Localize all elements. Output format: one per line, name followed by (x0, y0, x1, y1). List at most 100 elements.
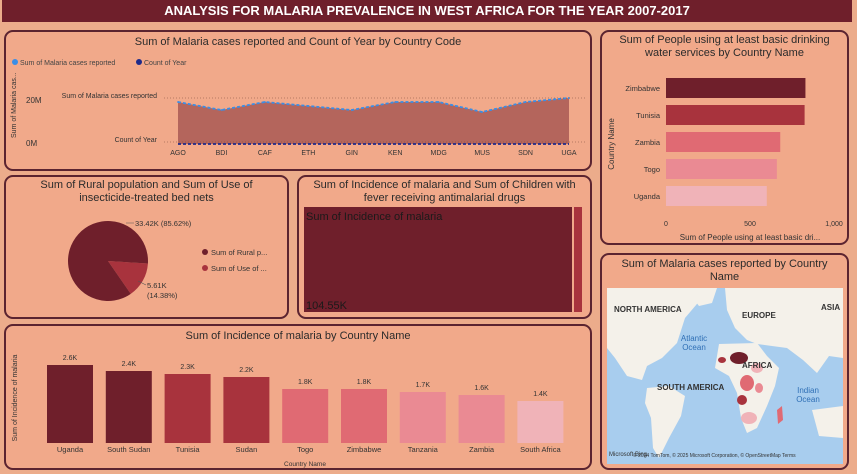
hbar-uganda (666, 186, 767, 206)
vbar-datalabel-tunisia: 2.3K (180, 364, 195, 371)
hbar-zambia (666, 132, 781, 152)
treemap-tile-incidence[interactable]: Sum of Incidence of malaria 104.55K (304, 207, 572, 312)
label-small-value: 5.61K (147, 281, 167, 290)
hbar-chart-title: Sum of People using at least basic drink… (619, 34, 830, 59)
treemap-card[interactable]: Sum of Incidence of malaria and Sum of C… (297, 175, 592, 319)
legend-dot-year (136, 59, 142, 65)
label-africa: AFRICA (742, 361, 773, 370)
malaria-region-angola (737, 395, 747, 405)
legend-year: Count of Year (144, 60, 187, 67)
hbar-ylabel: Country Name (607, 118, 616, 170)
legend-dot-malaria (12, 59, 18, 65)
hbar-label-togo: Togo (644, 165, 660, 174)
vbar-tunisia (164, 374, 211, 443)
vbar-xtick-sudan: Sudan (236, 445, 258, 454)
map-attribution[interactable]: © 2024 TomTom, © 2025 Microsoft Corporat… (633, 453, 796, 459)
vbar-datalabel-togo: 1.8K (298, 379, 313, 386)
vbar-uganda (47, 365, 93, 443)
vbar-datalabel-zambia: 1.6K (474, 385, 489, 392)
vbar-south-sudan (105, 371, 152, 443)
xtick-CAF: CAF (258, 150, 272, 157)
dashboard-title: ANALYSIS FOR MALARIA PREVALENCE IN WEST … (2, 0, 852, 22)
vbar-xlabel: Country Name (284, 461, 326, 468)
vbar-xtick-south-sudan: South Sudan (107, 445, 150, 454)
area-chart: Sum of Malaria cases reported Count of Ye… (11, 59, 586, 157)
label-europe: EUROPE (742, 311, 776, 320)
map-brand: Microsoft Bing (609, 452, 648, 458)
hbar-label-zambia: Zambia (635, 138, 661, 147)
hbar-xtick-1: 500 (744, 221, 756, 228)
legend-rural: Sum of Rural p... (211, 248, 267, 257)
vbar-xtick-zimbabwe: Zimbabwe (347, 445, 382, 454)
area-ylabel: Sum of Malaria cas... (11, 72, 18, 138)
point-malaria-AGO (177, 101, 179, 103)
vbar-south-africa (517, 401, 564, 443)
label-north-america: NORTH AMERICA (614, 305, 682, 314)
pie-chart-title: Sum of Rural population and Sum of Use o… (40, 179, 253, 204)
point-malaria-GIN (350, 109, 353, 111)
vbar-datalabel-tanzania: 1.7K (416, 382, 431, 389)
map-title: Sum of Malaria cases reported by Country… (621, 258, 828, 283)
hbar-label-uganda: Uganda (634, 192, 661, 201)
legend-dot-rural (202, 249, 208, 255)
vbar-chart-card[interactable]: Sum of Incidence of malaria by Country N… (4, 324, 592, 470)
vbar-xtick-tanzania: Tanzania (408, 445, 439, 454)
pie-chart-card[interactable]: Sum of Rural population and Sum of Use o… (4, 175, 289, 319)
legend-malaria: Sum of Malaria cases reported (20, 60, 115, 67)
xtick-ETH: ETH (301, 150, 315, 157)
label-big: 33.42K (85.62%) (135, 219, 192, 228)
line-malaria-cases (177, 97, 570, 113)
xtick-SDN: SDN (518, 150, 533, 157)
legend-dot-bednets (202, 265, 208, 271)
label-small-pct: (14.38%) (147, 291, 178, 300)
hbar-label-zimbabwe: Zimbabwe (625, 84, 660, 93)
area-chart-card[interactable]: Sum of Malaria cases reported and Count … (4, 30, 592, 171)
vbar-datalabel-south-africa: 1.4K (533, 391, 548, 398)
hbar-chart: Zimbabwe Tunisia Zambia Togo Uganda Country N… (607, 78, 843, 242)
label-atlantic-ocean: Atlantic Ocean (680, 334, 708, 352)
map-card[interactable]: Sum of Malaria cases reported by Country… (600, 253, 849, 470)
hbar-chart-card[interactable]: Sum of People using at least basic drink… (600, 30, 849, 245)
malaria-region-west (718, 357, 726, 363)
pie-chart: 33.42K (85.62%) 5.61K(14.38%) Sum of Rural… (68, 219, 267, 301)
treemap-tile-label: Sum of Incidence of malaria (306, 211, 443, 223)
vbar-xtick-togo: Togo (297, 445, 313, 454)
malaria-region-sudan (730, 352, 748, 364)
point-malaria-SDN (524, 101, 527, 103)
vbar-tanzania (399, 392, 446, 443)
label-asia: ASIA (821, 303, 841, 312)
treemap-tile-children[interactable] (574, 207, 582, 312)
xtick-MDG: MDG (430, 150, 446, 157)
greenland-land (685, 288, 717, 306)
north-america-land (607, 288, 702, 380)
malaria-region-east (755, 383, 763, 393)
area-chart-title: Sum of Malaria cases reported and Count … (134, 36, 462, 48)
point-malaria-MDG (437, 101, 440, 103)
world-map (607, 288, 843, 458)
pie-slice-rural-population (68, 221, 148, 301)
vbar-xtick-tunisia: Tunisia (176, 445, 201, 454)
xtick-BDI: BDI (216, 150, 228, 157)
eurasia-land (725, 288, 843, 373)
vbar-sudan (223, 377, 270, 443)
point-malaria-BDI (220, 109, 223, 111)
map-canvas[interactable]: NORTH AMERICA EUROPE ASIA Atlantic Ocean… (607, 288, 843, 464)
hbar-zimbabwe (666, 78, 806, 98)
vbar-ylabel: Sum of Incidence of malaria (12, 355, 19, 442)
vbar-datalabel-uganda: 2.6K (63, 355, 78, 362)
vbar-zambia (458, 395, 505, 443)
australia-land (812, 406, 843, 438)
malaria-region-ethiopia (751, 363, 763, 373)
ref-label-year: Count of Year (115, 137, 158, 144)
xtick-MUS: MUS (474, 150, 490, 157)
hbar-xtick-2: 1,000 (825, 221, 843, 228)
ytick-20m: 20M (26, 96, 42, 105)
vbar-datalabel-sudan: 2.2K (239, 367, 254, 374)
point-malaria-CAF (263, 101, 266, 103)
ref-label-malaria: Sum of Malaria cases reported (62, 93, 157, 100)
pie-slice-bed-nets (108, 261, 148, 294)
vbar-xtick-zambia: Zambia (469, 445, 495, 454)
vbar-togo (282, 389, 329, 443)
hbar-xlabel: Sum of People using at least basic dri..… (680, 233, 821, 242)
vbar-xtick-south-africa: South Africa (520, 445, 561, 454)
